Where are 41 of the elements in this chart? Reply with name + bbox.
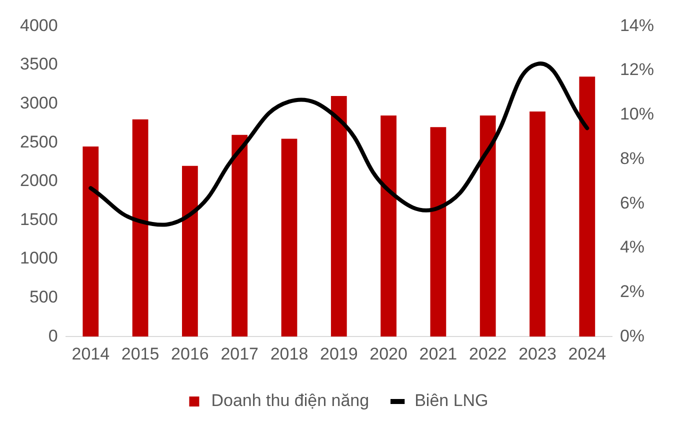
x-tick-label: 2019 [320, 344, 358, 364]
legend-label: Doanh thu điện năng [211, 391, 370, 410]
y2-tick-label: 12% [620, 60, 654, 80]
x-tick-label: 2023 [518, 344, 556, 364]
y-tick-label: 3000 [20, 93, 58, 112]
bar [182, 166, 198, 337]
y-tick-label: 1000 [20, 248, 58, 268]
y2-tick-label: 8% [620, 148, 645, 168]
bar [430, 127, 446, 337]
x-tick-label: 2018 [270, 344, 308, 364]
bar [281, 138, 298, 337]
bar [579, 76, 596, 337]
x-tick-label: 2024 [568, 344, 606, 364]
y-tick-label: 1500 [20, 210, 58, 229]
y-tick-label: 2500 [20, 132, 58, 152]
x-tick-label: 2021 [419, 344, 458, 364]
y-tick-label: 0 [48, 326, 58, 346]
y-tick-label: 3500 [20, 54, 58, 74]
bar [232, 134, 248, 337]
bar [380, 115, 396, 337]
legend-label: Biên LNG [414, 391, 488, 410]
x-tick-label: 2022 [468, 344, 507, 364]
y2-tick-label: 0% [620, 326, 645, 346]
y2-tick-label: 6% [620, 193, 645, 212]
y2-tick-label: 10% [620, 104, 654, 124]
x-tick-label: 2014 [72, 344, 110, 364]
bar [132, 119, 148, 337]
y2-tick-label: 4% [620, 238, 645, 257]
y-tick-label: 2000 [20, 171, 58, 190]
x-tick-label: 2020 [370, 344, 408, 364]
bar [480, 115, 496, 337]
x-tick-label: 2016 [171, 344, 209, 364]
y2-tick-label: 14% [620, 16, 654, 35]
bar [82, 146, 99, 337]
y-tick-label: 4000 [20, 16, 58, 35]
x-tick-label: 2017 [220, 344, 259, 364]
bar [530, 112, 546, 337]
x-tick-label: 2015 [121, 344, 160, 364]
bar [330, 96, 347, 337]
y2-tick-label: 2% [620, 282, 645, 301]
y-tick-label: 500 [29, 287, 58, 306]
